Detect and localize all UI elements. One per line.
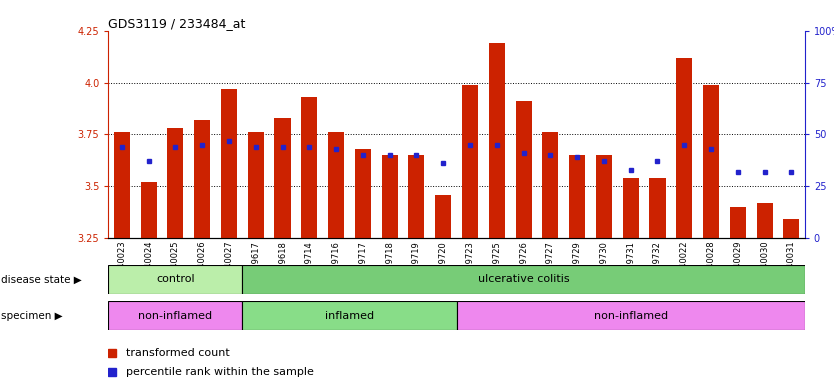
Bar	[676, 58, 692, 238]
Bar	[248, 132, 264, 238]
Bar	[301, 97, 317, 238]
Bar	[783, 219, 800, 238]
Bar	[703, 84, 719, 238]
Text: ulcerative colitis: ulcerative colitis	[478, 274, 570, 285]
Text: non-inflamed: non-inflamed	[138, 311, 213, 321]
Bar	[141, 182, 157, 238]
Text: disease state ▶: disease state ▶	[1, 274, 82, 285]
Bar	[515, 101, 531, 238]
Bar	[328, 132, 344, 238]
Text: GDS3119 / 233484_at: GDS3119 / 233484_at	[108, 17, 246, 30]
Bar	[168, 128, 183, 238]
Text: specimen ▶: specimen ▶	[1, 311, 63, 321]
Bar	[623, 178, 639, 238]
Bar	[274, 118, 290, 238]
Text: control: control	[156, 274, 194, 285]
Text: inflamed: inflamed	[325, 311, 374, 321]
Bar	[595, 155, 612, 238]
Bar	[243, 265, 805, 294]
Bar	[409, 155, 425, 238]
Text: non-inflamed: non-inflamed	[594, 311, 668, 321]
Bar	[756, 203, 772, 238]
Bar	[354, 149, 371, 238]
Bar	[194, 120, 210, 238]
Bar	[108, 265, 243, 294]
Bar	[113, 132, 130, 238]
Bar	[382, 155, 398, 238]
Bar	[108, 301, 243, 330]
Text: percentile rank within the sample: percentile rank within the sample	[126, 367, 314, 377]
Bar	[730, 207, 746, 238]
Bar	[243, 301, 457, 330]
Bar	[569, 155, 585, 238]
Bar	[462, 84, 478, 238]
Bar	[489, 43, 505, 238]
Bar	[650, 178, 666, 238]
Bar	[221, 89, 237, 238]
Text: transformed count: transformed count	[126, 348, 229, 358]
Bar	[457, 301, 805, 330]
Bar	[542, 132, 559, 238]
Bar	[435, 195, 451, 238]
